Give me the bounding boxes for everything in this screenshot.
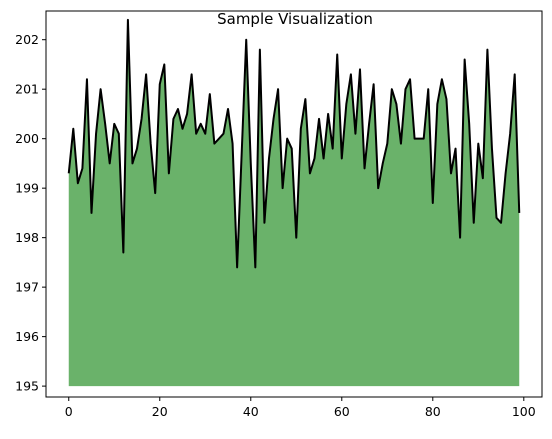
y-tick-label: 199 [15, 181, 39, 196]
y-tick-label: 197 [15, 280, 39, 295]
y-tick-label: 196 [15, 329, 39, 344]
x-tick-label: 100 [512, 404, 536, 419]
x-tick-label: 80 [425, 404, 441, 419]
x-tick-label: 60 [334, 404, 350, 419]
x-tick-label: 0 [65, 404, 73, 419]
x-tick-label: 20 [152, 404, 168, 419]
x-tick-label: 40 [243, 404, 259, 419]
y-tick-label: 198 [15, 230, 39, 245]
y-tick-label: 195 [15, 379, 39, 394]
y-axis: 195 196 197 198 199 200 201 202 [15, 32, 46, 393]
chart-title: Sample Visualization [217, 10, 373, 28]
y-tick-label: 202 [15, 32, 39, 47]
y-tick-label: 201 [15, 82, 39, 97]
y-tick-label: 200 [15, 131, 39, 146]
x-axis: 0 20 40 60 80 100 [65, 397, 536, 419]
plot-area [69, 20, 520, 386]
